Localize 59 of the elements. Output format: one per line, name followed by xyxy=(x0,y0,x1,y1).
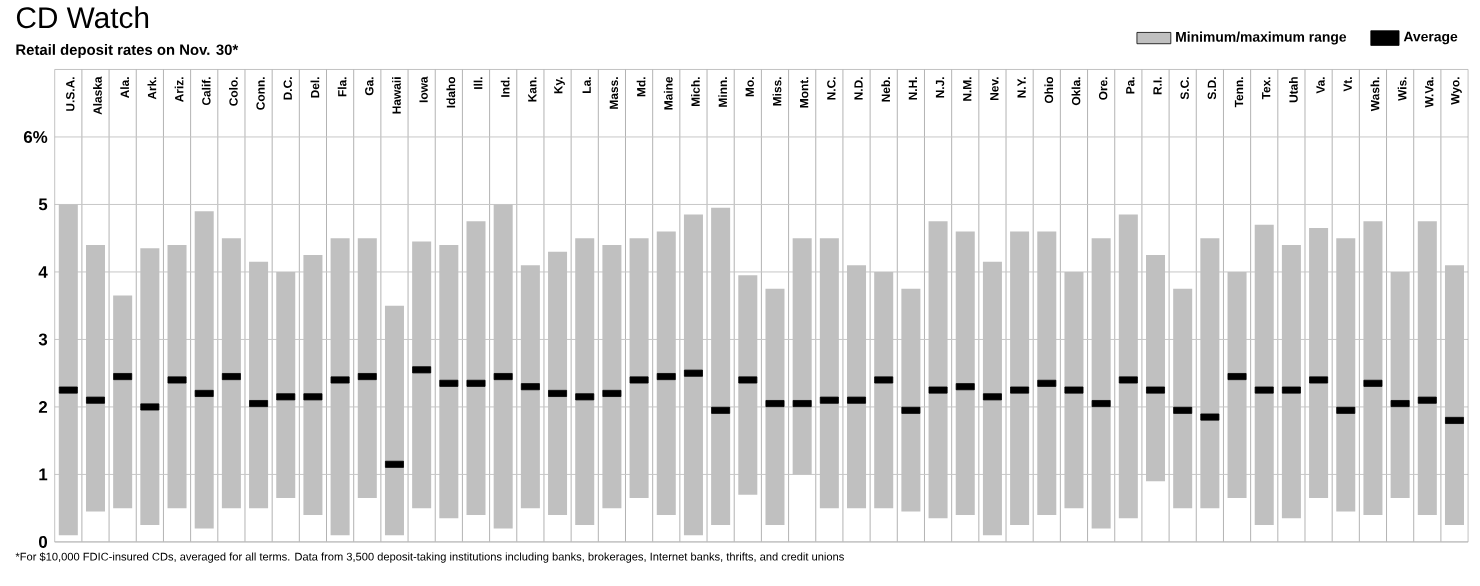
bar xyxy=(493,204,513,529)
y-tick-label: 4 xyxy=(38,266,48,278)
bar xyxy=(683,214,703,536)
bar xyxy=(1281,245,1301,519)
bar xyxy=(384,305,404,536)
y-tick-label: 1 xyxy=(39,468,48,481)
y-tick-label: 2 xyxy=(38,401,48,414)
bar xyxy=(955,231,975,516)
bar xyxy=(140,248,160,526)
bar xyxy=(113,295,133,509)
bar xyxy=(602,245,622,509)
bar xyxy=(520,265,540,509)
bar xyxy=(901,289,921,512)
bar xyxy=(819,238,839,509)
bar xyxy=(847,265,867,509)
bar xyxy=(738,275,758,495)
chart-title: CD Watch xyxy=(16,6,149,29)
y-tick-label: 5 xyxy=(38,198,48,211)
bar xyxy=(792,238,812,475)
bar xyxy=(656,231,676,516)
bar xyxy=(1010,231,1030,526)
bar xyxy=(1227,272,1247,499)
bar xyxy=(928,221,948,519)
bar xyxy=(1091,238,1111,529)
bar xyxy=(194,211,214,529)
bar xyxy=(85,245,105,512)
bar xyxy=(439,245,459,519)
bar xyxy=(466,221,486,516)
bar xyxy=(249,262,269,509)
bar xyxy=(221,238,241,509)
bar xyxy=(1417,221,1437,516)
bar xyxy=(1254,224,1274,526)
bar xyxy=(1363,221,1383,516)
bar xyxy=(1037,231,1057,516)
bar xyxy=(276,272,296,499)
bar xyxy=(303,255,323,516)
bar xyxy=(575,238,595,526)
bar xyxy=(765,289,785,526)
bar xyxy=(330,238,350,536)
bar xyxy=(1200,238,1220,509)
bar xyxy=(1390,272,1410,499)
bar xyxy=(1064,272,1084,509)
bar xyxy=(548,251,568,516)
bar xyxy=(874,272,894,509)
y-tick-label: 0 xyxy=(38,536,48,549)
bar xyxy=(711,208,731,526)
bar xyxy=(1146,255,1166,482)
y-tick-label: 6% xyxy=(23,131,48,144)
bar xyxy=(1309,228,1329,499)
bar xyxy=(412,241,432,509)
bar xyxy=(167,245,187,509)
bar xyxy=(982,262,1002,536)
bar xyxy=(1336,238,1356,512)
bar xyxy=(629,238,649,499)
y-tick-label: 3 xyxy=(38,333,48,346)
bar xyxy=(1118,214,1138,519)
bar xyxy=(357,238,377,499)
bar xyxy=(1173,289,1193,509)
bar xyxy=(1444,265,1464,526)
